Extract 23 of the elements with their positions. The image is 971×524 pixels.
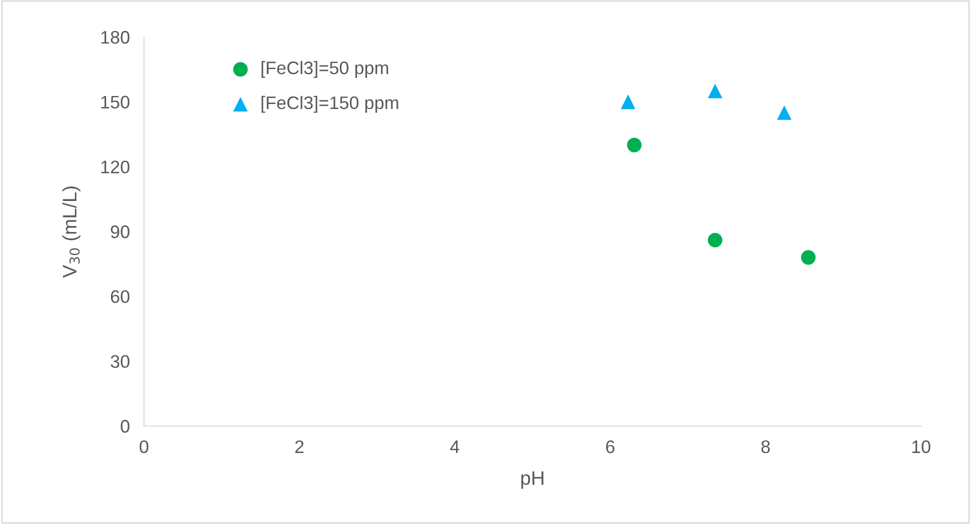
x-tick-label: 10	[912, 440, 930, 454]
y-axis-title: V$_{30}$ (mL/L)	[62, 186, 80, 278]
x-tick-label: 4	[450, 440, 460, 453]
point	[801, 250, 816, 265]
y-tick-label: 90	[110, 225, 130, 238]
point	[627, 138, 642, 152]
y-tick-label: 150	[101, 96, 130, 109]
x-tick-label: 0	[140, 440, 148, 454]
point	[708, 84, 722, 98]
legend-label: [FeCl3]=50 ppm	[262, 61, 388, 78]
y-tick-label: 0	[120, 420, 130, 433]
point	[776, 105, 792, 120]
y-tick-label: 180	[101, 30, 130, 44]
x-tick-label: 6	[606, 440, 614, 454]
y-tick-label: 60	[110, 290, 130, 304]
x-tick-label: 2	[295, 440, 304, 453]
legend-label: [FeCl3]=150 ppm	[262, 96, 398, 113]
point	[708, 232, 722, 248]
point	[620, 94, 636, 110]
x-axis-title: pH	[521, 471, 544, 489]
y-tick-label: 120	[101, 160, 130, 174]
y-tick-label: 30	[110, 355, 130, 368]
x-tick-label: 8	[761, 440, 770, 454]
